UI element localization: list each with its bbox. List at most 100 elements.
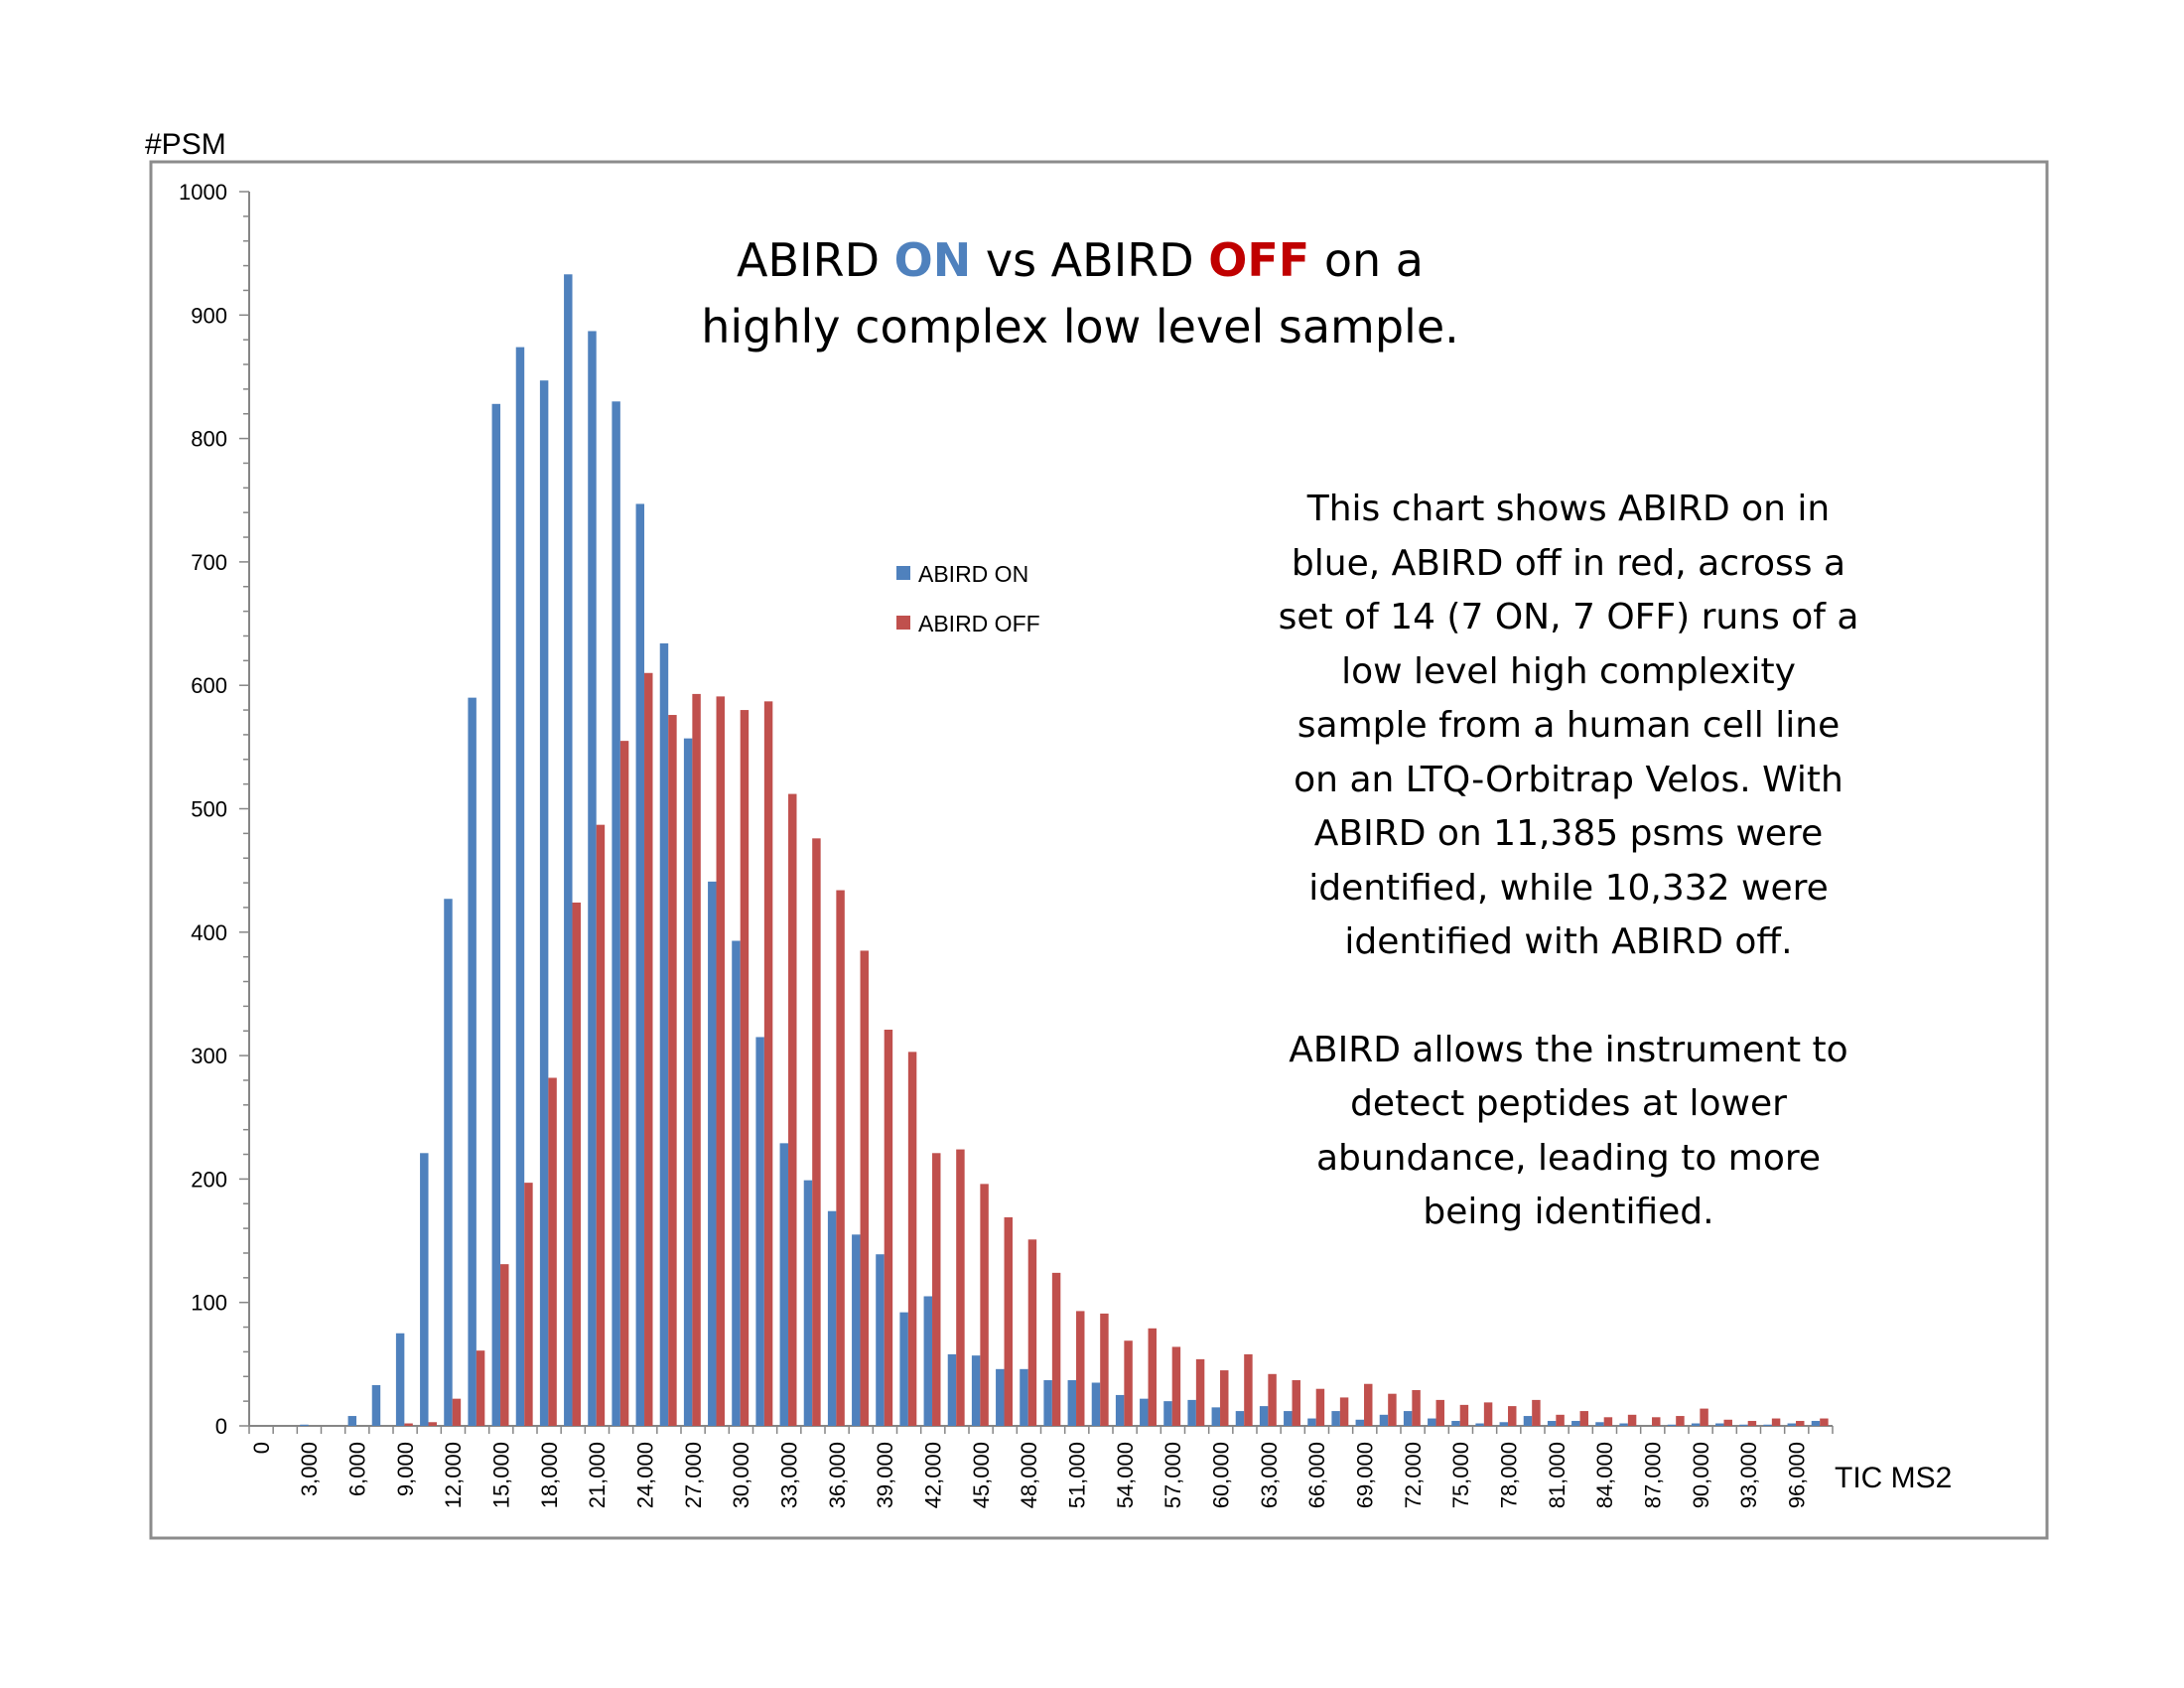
annotation-paragraph-1: This chart shows ABIRD on in blue, ABIRD… bbox=[1231, 483, 1906, 970]
x-tick-label: 63,000 bbox=[1257, 1442, 1282, 1508]
bar-abird-off bbox=[1771, 1418, 1781, 1426]
bar-abird-off bbox=[763, 701, 773, 1426]
bar-abird-on bbox=[803, 1180, 813, 1426]
bar-abird-off bbox=[1004, 1216, 1013, 1426]
x-tick-label: 96,000 bbox=[1784, 1442, 1809, 1508]
bar-abird-on bbox=[996, 1368, 1005, 1426]
annotation-line: blue, ABIRD off in red, across a bbox=[1291, 542, 1846, 584]
bar-abird-on bbox=[1428, 1418, 1436, 1426]
bar-abird-on bbox=[1499, 1422, 1509, 1426]
y-tick-label: 100 bbox=[191, 1291, 227, 1316]
bar-abird-off bbox=[907, 1052, 917, 1426]
bar-abird-on bbox=[1163, 1401, 1172, 1426]
bar-abird-off bbox=[1339, 1397, 1349, 1426]
annotation-line: sample from a human cell line bbox=[1297, 705, 1841, 746]
title-part: on a bbox=[1309, 233, 1424, 287]
bar-abird-on bbox=[1667, 1424, 1677, 1426]
x-tick-label: 90,000 bbox=[1689, 1442, 1713, 1508]
bar-abird-off bbox=[1700, 1408, 1708, 1426]
bar-abird-on bbox=[1763, 1424, 1772, 1426]
bar-abird-on bbox=[371, 1384, 381, 1426]
bar-abird-on bbox=[1091, 1382, 1101, 1426]
x-tick-label: 42,000 bbox=[920, 1442, 945, 1508]
x-tick-label: 93,000 bbox=[1736, 1442, 1761, 1508]
x-tick-label: 18,000 bbox=[537, 1442, 562, 1508]
annotation-text: This chart shows ABIRD on in blue, ABIRD… bbox=[1231, 483, 1906, 1240]
bar-abird-off bbox=[1195, 1358, 1205, 1426]
bar-abird-on bbox=[1379, 1414, 1389, 1426]
bar-abird-off bbox=[1292, 1380, 1300, 1426]
bar-abird-off bbox=[692, 693, 701, 1426]
x-tick-label: 6,000 bbox=[344, 1442, 369, 1496]
bar-abird-off bbox=[1412, 1389, 1421, 1426]
bar-abird-on bbox=[1307, 1418, 1316, 1426]
chart-title-line1: ABIRD ON vs ABIRD OFF on a bbox=[737, 233, 1424, 287]
annotation-line: identified with ABIRD off. bbox=[1344, 921, 1793, 962]
x-tick-label: 66,000 bbox=[1304, 1442, 1329, 1508]
x-tick-label: 78,000 bbox=[1496, 1442, 1521, 1508]
bar-abird-on bbox=[1739, 1424, 1748, 1426]
bar-abird-on bbox=[1115, 1394, 1125, 1426]
x-tick-label: 51,000 bbox=[1064, 1442, 1089, 1508]
bar-abird-on bbox=[899, 1312, 908, 1426]
y-axis-title: #PSM bbox=[145, 128, 226, 161]
x-axis-title: TIC MS2 bbox=[1835, 1462, 1952, 1494]
bar-abird-on bbox=[300, 1424, 309, 1426]
bar-abird-on bbox=[755, 1037, 764, 1426]
y-tick-label: 500 bbox=[191, 797, 227, 822]
legend-swatch-abird-off bbox=[896, 616, 910, 630]
annotation-line: on an LTQ-Orbitrap Velos. With bbox=[1294, 759, 1843, 800]
annotation-line: This chart shows ABIRD on in bbox=[1306, 489, 1831, 529]
bar-abird-on bbox=[1475, 1423, 1484, 1426]
bar-abird-off bbox=[716, 696, 725, 1426]
bar-abird-on bbox=[1619, 1423, 1628, 1426]
bar-abird-off bbox=[1124, 1340, 1133, 1426]
bar-abird-off bbox=[1027, 1239, 1037, 1426]
bar-abird-off bbox=[1076, 1311, 1085, 1426]
x-tick-label: 48,000 bbox=[1017, 1442, 1041, 1508]
bar-abird-off bbox=[1820, 1418, 1829, 1426]
legend-label-abird-off: ABIRD OFF bbox=[918, 611, 1040, 636]
title-part: vs ABIRD bbox=[971, 233, 1208, 287]
title-off-word: OFF bbox=[1208, 233, 1309, 287]
title-on-word: ON bbox=[894, 233, 972, 287]
bar-abird-on bbox=[1571, 1421, 1580, 1426]
x-tick-label: 39,000 bbox=[873, 1442, 897, 1508]
bar-abird-on bbox=[971, 1355, 981, 1426]
x-tick-label: 45,000 bbox=[969, 1442, 994, 1508]
bar-abird-off bbox=[1483, 1402, 1493, 1426]
x-tick-label: 36,000 bbox=[825, 1442, 850, 1508]
legend-swatch-abird-on bbox=[896, 566, 910, 580]
x-tick-label: 54,000 bbox=[1113, 1442, 1138, 1508]
bar-abird-off bbox=[1579, 1411, 1588, 1426]
x-tick-label: 87,000 bbox=[1640, 1442, 1665, 1508]
y-tick-label: 1000 bbox=[179, 180, 227, 205]
bar-abird-on bbox=[468, 697, 477, 1426]
bar-abird-off bbox=[548, 1077, 557, 1426]
legend: ABIRD ON ABIRD OFF bbox=[896, 561, 1040, 636]
bar-abird-off bbox=[1603, 1417, 1613, 1426]
annotation-line: ABIRD on 11,385 psms were bbox=[1313, 813, 1824, 854]
bar-abird-on bbox=[515, 347, 525, 1426]
bar-abird-off bbox=[1676, 1416, 1685, 1426]
bar-abird-on bbox=[347, 1416, 357, 1426]
x-tick-label: 12,000 bbox=[441, 1442, 466, 1508]
y-tick-label: 400 bbox=[191, 920, 227, 945]
bar-abird-on bbox=[444, 899, 453, 1426]
bar-abird-on bbox=[1067, 1380, 1077, 1426]
bar-abird-on bbox=[1284, 1411, 1293, 1426]
annotation-line: detect peptides at lower bbox=[1350, 1083, 1787, 1124]
bar-abird-off bbox=[740, 710, 750, 1426]
bar-abird-off bbox=[1171, 1346, 1181, 1426]
bar-abird-off bbox=[1556, 1414, 1565, 1426]
x-tick-label: 30,000 bbox=[729, 1442, 753, 1508]
bar-abird-on bbox=[779, 1143, 789, 1426]
bar-abird-off bbox=[1315, 1388, 1325, 1426]
bar-abird-on bbox=[395, 1333, 405, 1426]
x-tick-label: 3,000 bbox=[297, 1442, 322, 1496]
bar-abird-off bbox=[404, 1423, 413, 1426]
y-tick-label: 300 bbox=[191, 1044, 227, 1068]
bar-abird-off bbox=[572, 902, 581, 1426]
bar-abird-off bbox=[1244, 1353, 1253, 1426]
bar-abird-on bbox=[1020, 1368, 1028, 1426]
